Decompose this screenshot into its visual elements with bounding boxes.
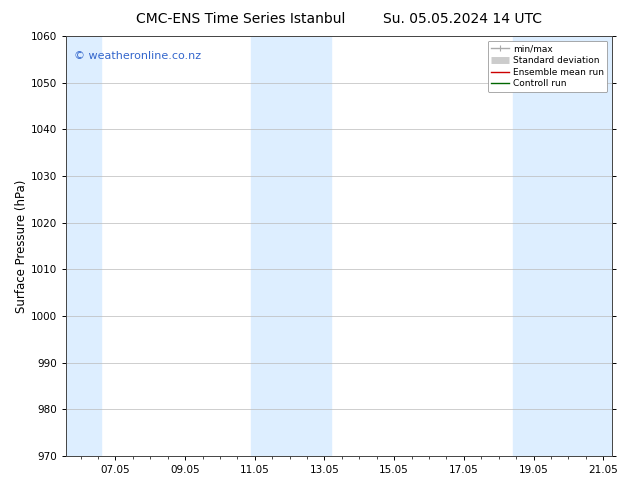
Text: © weatheronline.co.nz: © weatheronline.co.nz [74, 51, 202, 61]
Legend: min/max, Standard deviation, Ensemble mean run, Controll run: min/max, Standard deviation, Ensemble me… [488, 41, 607, 92]
Text: CMC-ENS Time Series Istanbul: CMC-ENS Time Series Istanbul [136, 12, 346, 26]
Bar [513, 36, 548, 456]
Y-axis label: Surface Pressure (hPa): Surface Pressure (hPa) [15, 179, 28, 313]
Bar [251, 36, 290, 456]
Text: Su. 05.05.2024 14 UTC: Su. 05.05.2024 14 UTC [384, 12, 542, 26]
Bar [548, 36, 612, 456]
Bar [290, 36, 332, 456]
Bar [66, 36, 101, 456]
